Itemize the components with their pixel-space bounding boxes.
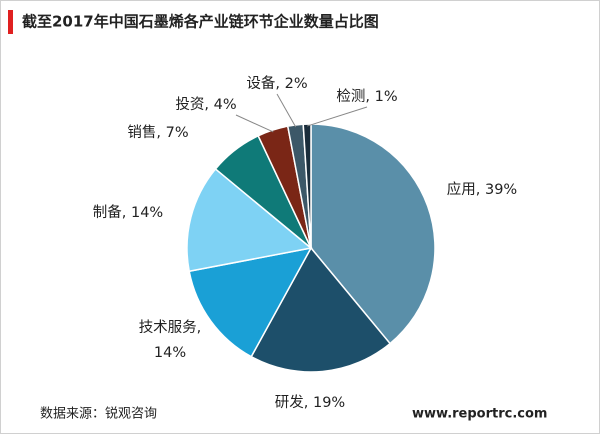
data-label: 应用, 39% — [447, 180, 517, 198]
data-label: 投资, 4% — [175, 96, 236, 113]
pie-slice — [302, 123, 312, 249]
leader-line — [276, 93, 297, 128]
chart-title: 截至2017年中国石墨烯各产业链环节企业数量占比图 — [22, 13, 379, 31]
data-label-line: 技术服务, — [139, 319, 202, 336]
leader-line — [235, 114, 274, 133]
data-label: 设备, 2% — [246, 75, 307, 92]
pie-slice — [250, 246, 392, 373]
pie-slice — [310, 123, 436, 345]
data-label-line: 14% — [154, 345, 186, 361]
source: 数据来源：锐观咨询 — [40, 407, 157, 422]
data-label: 技术服务, 14% — [139, 319, 202, 361]
data-label: 制备, 14% — [93, 204, 163, 221]
pie-slice — [188, 246, 313, 358]
title-accent — [8, 10, 13, 34]
data-label: 研发, 19% — [275, 394, 345, 411]
leader-line — [307, 106, 368, 127]
pie-slice — [186, 167, 313, 273]
website: www.reportrc.com — [412, 407, 547, 422]
data-label: 销售, 7% — [127, 124, 188, 141]
data-label: 检测, 1% — [336, 88, 397, 105]
